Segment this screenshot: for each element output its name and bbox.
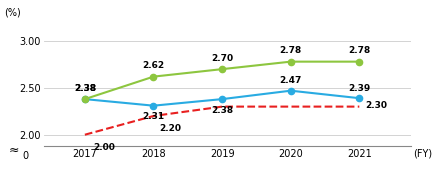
Text: 2.30: 2.30 xyxy=(365,101,387,110)
Text: 2.39: 2.39 xyxy=(348,83,371,93)
Text: 0: 0 xyxy=(22,151,28,161)
Text: 2.38: 2.38 xyxy=(211,106,233,115)
Text: 2.78: 2.78 xyxy=(280,46,302,55)
Text: 2.38: 2.38 xyxy=(74,83,96,93)
Text: 2.20: 2.20 xyxy=(159,124,181,134)
Text: 2.38: 2.38 xyxy=(74,83,96,93)
Text: 2.00: 2.00 xyxy=(93,143,115,152)
Text: (%): (%) xyxy=(4,7,21,17)
Text: 2.62: 2.62 xyxy=(142,61,165,70)
Text: 2.70: 2.70 xyxy=(211,54,233,63)
Text: (FY): (FY) xyxy=(413,148,432,158)
Text: 2.47: 2.47 xyxy=(280,76,302,85)
Text: 2.31: 2.31 xyxy=(142,112,165,121)
Text: 2.78: 2.78 xyxy=(348,46,371,55)
Text: ≈: ≈ xyxy=(9,144,19,157)
